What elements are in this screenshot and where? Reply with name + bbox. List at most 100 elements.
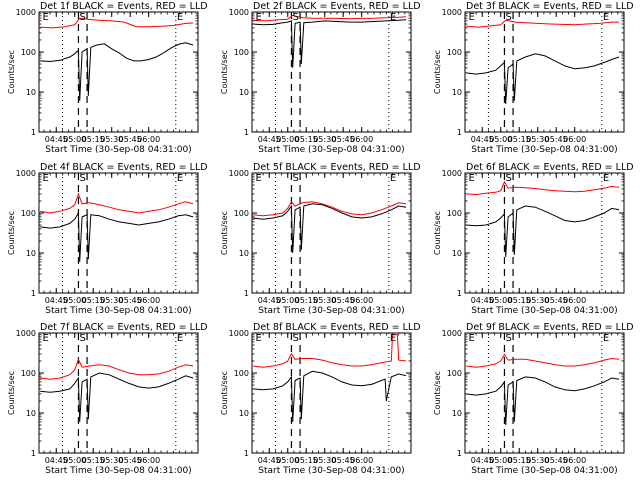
x-tick-label: 05:15 xyxy=(295,456,318,465)
lld-series-line xyxy=(40,17,194,29)
plot-frame xyxy=(251,332,412,454)
y-axis-label: Counts/sec xyxy=(7,50,16,94)
x-tick-label: 05:00 xyxy=(489,296,512,305)
x-tick-label: 05:30 xyxy=(100,296,123,305)
panel-title: Det 2f BLACK = Events, RED = LLD xyxy=(253,1,421,12)
x-tick-label: 05:45 xyxy=(119,456,142,465)
x-tick-label: 05:00 xyxy=(276,135,299,144)
y-tick-label: 10 xyxy=(239,88,249,97)
interval-marker-label: S xyxy=(505,12,511,23)
y-axis-label: Counts/sec xyxy=(220,50,229,94)
x-tick-label: 05:45 xyxy=(332,296,355,305)
events-series-line xyxy=(253,19,407,68)
y-tick-label: 100 xyxy=(234,369,249,378)
events-series-line xyxy=(466,53,620,105)
interval-marker-label: E xyxy=(177,12,183,23)
detector-panel-3: Det 3f BLACK = Events, RED = LLD 1 10 100 10… xyxy=(433,1,634,155)
x-tick-label: 05:30 xyxy=(526,296,549,305)
y-axis-label: Counts/sec xyxy=(433,50,442,94)
interval-marker-label: S xyxy=(505,333,511,344)
y-tick-label: 1 xyxy=(31,128,36,137)
interval-marker-label: E xyxy=(603,333,609,344)
y-axis-label: Counts/sec xyxy=(433,371,442,415)
interval-marker-label: S xyxy=(292,12,298,23)
interval-marker-label: S xyxy=(79,12,85,23)
detector-panel-2: Det 2f BLACK = Events, RED = LLD 1 10 100 10… xyxy=(220,1,421,155)
events-series-line xyxy=(40,42,194,101)
y-tick-label: 1000 xyxy=(442,169,462,178)
y-tick-label: 10 xyxy=(452,249,462,258)
y-tick-label: 10 xyxy=(452,409,462,418)
y-tick-label: 10 xyxy=(26,249,36,258)
y-tick-label: 100 xyxy=(447,369,462,378)
lld-series-line xyxy=(253,200,407,217)
y-tick-label: 100 xyxy=(234,209,249,218)
x-axis-label: Start Time (30-Sep-08 04:31:00) xyxy=(471,145,617,155)
y-axis-label: Counts/sec xyxy=(433,211,442,255)
x-tick-label: 04:45 xyxy=(258,456,281,465)
y-tick-label: 1000 xyxy=(16,329,36,338)
y-tick-label: 1 xyxy=(31,449,36,458)
plot-frame xyxy=(464,332,625,454)
y-tick-label: 10 xyxy=(239,249,249,258)
x-tick-label: 06:00 xyxy=(350,296,373,305)
y-tick-label: 1000 xyxy=(16,8,36,17)
y-tick-label: 10 xyxy=(26,88,36,97)
events-series-line xyxy=(253,370,407,422)
y-tick-label: 10 xyxy=(239,409,249,418)
lld-series-line xyxy=(253,334,407,368)
x-tick-label: 05:00 xyxy=(63,456,86,465)
detector-panel-5: Det 5f BLACK = Events, RED = LLD 1 10 100 10… xyxy=(220,162,421,316)
x-tick-label: 04:45 xyxy=(45,456,68,465)
interval-marker-label: E xyxy=(468,333,474,344)
plot-frame xyxy=(38,172,199,294)
x-tick-label: 06:00 xyxy=(563,135,586,144)
x-axis-label: Start Time (30-Sep-08 04:31:00) xyxy=(258,306,404,316)
x-tick-label: 04:45 xyxy=(471,135,494,144)
y-tick-label: 100 xyxy=(234,48,249,57)
y-tick-label: 1000 xyxy=(442,8,462,17)
lld-series-line xyxy=(253,14,407,22)
x-axis-label: Start Time (30-Sep-08 04:31:00) xyxy=(45,306,191,316)
x-tick-label: 05:30 xyxy=(313,456,336,465)
panel-title: Det 8f BLACK = Events, RED = LLD xyxy=(253,322,421,333)
panel-title: Det 3f BLACK = Events, RED = LLD xyxy=(466,1,634,12)
panel-title: Det 9f BLACK = Events, RED = LLD xyxy=(466,322,634,333)
y-tick-label: 100 xyxy=(21,369,36,378)
y-axis-label: Counts/sec xyxy=(7,371,16,415)
lld-series-line xyxy=(466,180,620,196)
plot-frame xyxy=(464,172,625,294)
y-tick-label: 10 xyxy=(26,409,36,418)
x-tick-label: 06:00 xyxy=(350,135,373,144)
y-axis-label: Counts/sec xyxy=(7,211,16,255)
y-tick-label: 1 xyxy=(457,289,462,298)
x-tick-label: 05:30 xyxy=(313,135,336,144)
plot-frame xyxy=(464,11,625,133)
x-tick-label: 06:00 xyxy=(350,456,373,465)
events-series-line xyxy=(253,203,407,254)
y-tick-label: 1 xyxy=(244,128,249,137)
x-tick-label: 05:15 xyxy=(295,135,318,144)
x-tick-label: 05:00 xyxy=(489,135,512,144)
x-tick-label: 05:00 xyxy=(276,296,299,305)
x-tick-label: 05:30 xyxy=(526,456,549,465)
panel-title: Det 4f BLACK = Events, RED = LLD xyxy=(40,162,208,173)
panel-title: Det 6f BLACK = Events, RED = LLD xyxy=(466,162,634,173)
x-tick-label: 04:45 xyxy=(258,296,281,305)
interval-marker-label: E xyxy=(390,173,396,184)
x-axis-label: Start Time (30-Sep-08 04:31:00) xyxy=(45,466,191,476)
x-tick-label: 05:15 xyxy=(508,456,531,465)
x-tick-label: 06:00 xyxy=(563,296,586,305)
x-tick-label: 06:00 xyxy=(137,456,160,465)
interval-marker-label: E xyxy=(468,12,474,23)
detector-panel-7: Det 7f BLACK = Events, RED = LLD 1 10 100 10… xyxy=(7,322,208,476)
y-tick-label: 1000 xyxy=(229,8,249,17)
plot-frame xyxy=(251,172,412,294)
x-tick-label: 04:45 xyxy=(45,135,68,144)
events-series-line xyxy=(466,205,620,257)
y-tick-label: 1 xyxy=(244,289,249,298)
interval-marker-label: S xyxy=(505,173,511,184)
detector-panel-1: Det 1f BLACK = Events, RED = LLD 1 10 100 10… xyxy=(7,1,208,155)
